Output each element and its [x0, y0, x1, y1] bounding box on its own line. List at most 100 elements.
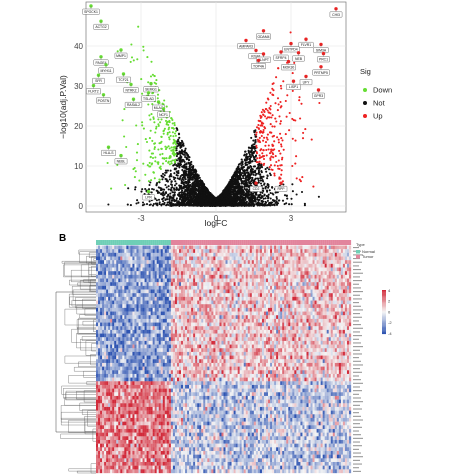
gene-label-box [281, 64, 296, 71]
gene-label: MYH11 [100, 69, 111, 73]
row-dendrogram [55, 249, 96, 474]
gene-label: ENTPD4 [284, 48, 297, 52]
gene-label-box [312, 69, 330, 76]
gene-label-box [249, 186, 263, 192]
gene-label-box [237, 43, 255, 49]
gene-label-box [86, 88, 101, 95]
gene-label: TCF21 [118, 78, 128, 82]
type-legend-label: Normal [362, 249, 375, 254]
gene-label-box [92, 78, 105, 84]
type-annotation-bar [96, 240, 352, 245]
gene-label-box [116, 76, 131, 83]
gene-label: NTRK2 [125, 88, 136, 92]
gene-label-box [93, 24, 109, 30]
gene-label: SIM3A [316, 48, 327, 52]
y-tick-label: 20 [74, 122, 83, 131]
gene-label: ALNPT [258, 58, 269, 62]
legend: Sig Down Not Up [360, 67, 392, 121]
gene-label-box [329, 11, 343, 18]
panel-label: B [59, 233, 66, 244]
gene-label-box [313, 47, 329, 53]
gene-label-box [141, 95, 156, 102]
gene-label: PRC1 [319, 58, 328, 62]
legend-type-title: Type [356, 242, 365, 247]
legend-title: Sig [360, 67, 371, 76]
gene-label-box [96, 97, 111, 104]
gene-label: LPR [145, 196, 152, 200]
gene-label: SFR [95, 79, 102, 83]
gene-label-box [114, 158, 128, 165]
gene-label-box [282, 46, 300, 53]
gene-label: UFY [303, 80, 311, 84]
volcano-plot: SPOCK1 ACTG2 MMP1 PAGE4 MYH11 TCF21 SFR FLRT2 NT… [58, 1, 392, 228]
gene-label: CHI3 [332, 13, 340, 17]
gene-labels: SPOCK1 ACTG2 MMP1 PAGE4 MYH11 TCF21 SFR FLRT2 NT… [82, 4, 343, 201]
x-axis-title: logFC [205, 218, 228, 228]
gene-label-box [312, 92, 325, 99]
gene-label: HLA-S [104, 151, 115, 155]
color-scale-tick: 2 [388, 299, 391, 304]
gene-label-box [82, 8, 100, 15]
gene-label: MLAC [154, 106, 164, 110]
y-tick-label: 40 [74, 42, 83, 51]
x-tick-label: 0 [214, 214, 219, 223]
gene-label-box [256, 33, 271, 40]
gene-label-box [98, 67, 114, 74]
y-tick-label: 30 [74, 82, 83, 91]
y-axis-title: −log10(adj.P.Val) [58, 75, 68, 139]
gene-label: PRTMP5 [314, 71, 328, 75]
gene-label-box [123, 87, 139, 93]
gene-label: NEB [295, 57, 303, 61]
gene-label-box [114, 52, 128, 59]
x-tick-label: -3 [137, 214, 145, 223]
gene-label: KISS1 [251, 54, 261, 58]
legend-label: Up [373, 112, 383, 121]
gene-label: SEMG1 [145, 88, 157, 92]
color-scale-tick: 0 [388, 309, 391, 314]
gene-label: NCF1 [159, 113, 168, 117]
gene-label-box [292, 55, 305, 62]
gene-label-box [273, 54, 289, 61]
gene-label-box [274, 186, 288, 192]
gene-label-box [298, 42, 314, 48]
gene-label: GPR3 [314, 94, 323, 98]
gene-label: FLRT2 [88, 90, 98, 94]
color-scale-bar: 4 2 0 -2 -4 [382, 288, 392, 336]
gene-label: SFRP4 [276, 56, 287, 60]
type-legend-label: Tumor [362, 254, 374, 259]
row-labels [353, 247, 363, 472]
y-tick-label: 10 [74, 162, 83, 171]
legend-swatch [363, 101, 367, 105]
gene-label: SPOCK1 [84, 10, 98, 14]
type-legend-swatch [356, 255, 360, 259]
legend-swatch [363, 114, 367, 118]
color-scale-tick: -4 [388, 331, 392, 336]
color-scale-tick: -2 [388, 320, 392, 325]
x-tick-label: 3 [289, 214, 294, 223]
gene-label: ACTG2 [95, 25, 106, 29]
gene-label: AMPAR3 [239, 44, 253, 48]
gene-label: CD2 [253, 187, 260, 191]
y-tick-label: 0 [79, 202, 84, 211]
background-points [106, 25, 321, 208]
gene-label-box [124, 102, 143, 108]
gene-label-box [101, 150, 116, 156]
type-legend-swatch [356, 250, 360, 254]
legend-label: Not [373, 99, 386, 108]
color-scale-tick: 4 [388, 288, 391, 293]
gene-label: FLVR1 [301, 43, 311, 47]
axis-ticks: 0 10 20 30 40 -3 0 3 [74, 42, 294, 223]
gene-label: ODAM4 [257, 35, 269, 39]
gene-label: TOP4A [253, 64, 265, 68]
legend-swatch [363, 88, 367, 92]
gene-label-box [157, 111, 170, 118]
gene-label-box [286, 84, 301, 90]
gene-label-box [251, 63, 266, 69]
gene-label-box [299, 79, 313, 85]
gene-label: POSTN [98, 99, 110, 103]
gene-label: MOK30 [283, 66, 295, 70]
legend-label: Down [373, 86, 392, 95]
gene-label: NEBL [117, 160, 126, 164]
